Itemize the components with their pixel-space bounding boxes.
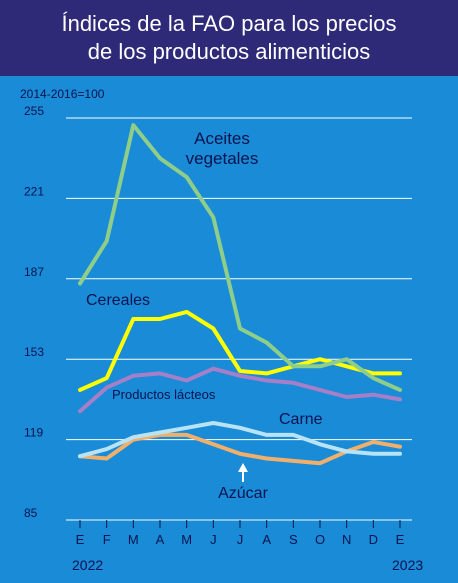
y-tick-label: 119 xyxy=(24,426,43,440)
y-tick-label: 221 xyxy=(24,184,44,198)
x-tick-label: F xyxy=(103,532,111,547)
series-line-aceites xyxy=(78,123,402,392)
x-tick-label: O xyxy=(315,532,325,547)
series-label-aceites-line1: Aceites xyxy=(194,129,250,148)
azucar-arrow-head xyxy=(238,463,248,472)
x-tick-label: N xyxy=(342,532,351,547)
y-tick-label: 255 xyxy=(24,104,44,118)
x-tick-label: E xyxy=(396,532,405,547)
chart-header: Índices de la FAO para los precios de lo… xyxy=(0,0,458,76)
series-label-azucar: Azúcar xyxy=(218,485,268,502)
title-line-2: de los productos alimenticios xyxy=(87,39,371,64)
series-line-carne xyxy=(78,421,402,459)
series-line-cereales xyxy=(78,309,402,392)
unit-label: 2014-2016=100 xyxy=(20,87,105,101)
year-end-label: 2023 xyxy=(392,557,423,573)
y-tick-label: 153 xyxy=(24,345,44,359)
x-tick-label: M xyxy=(181,532,192,547)
x-tick-label: J xyxy=(237,532,244,547)
year-start-label: 2022 xyxy=(72,557,103,573)
title-line-1: Índices de la FAO para los precios xyxy=(61,11,397,36)
y-tick-label: 85 xyxy=(24,506,38,520)
series-label-cereales: Cereales xyxy=(86,292,150,309)
x-tick-label: J xyxy=(210,532,217,547)
x-tick-label: D xyxy=(369,532,378,547)
x-tick-label: A xyxy=(262,532,271,547)
x-tick-label: E xyxy=(76,532,85,547)
x-tick-label: S xyxy=(289,532,298,547)
x-tick-label: M xyxy=(128,532,139,547)
series-label-lacteos: Productos lácteos xyxy=(112,387,216,402)
series-label-carne: Carne xyxy=(279,411,323,428)
series-label-aceites-line2: vegetales xyxy=(186,149,259,168)
x-tick-label: A xyxy=(156,532,165,547)
series-line-lacteos xyxy=(78,366,402,414)
y-tick-label: 187 xyxy=(24,265,44,279)
